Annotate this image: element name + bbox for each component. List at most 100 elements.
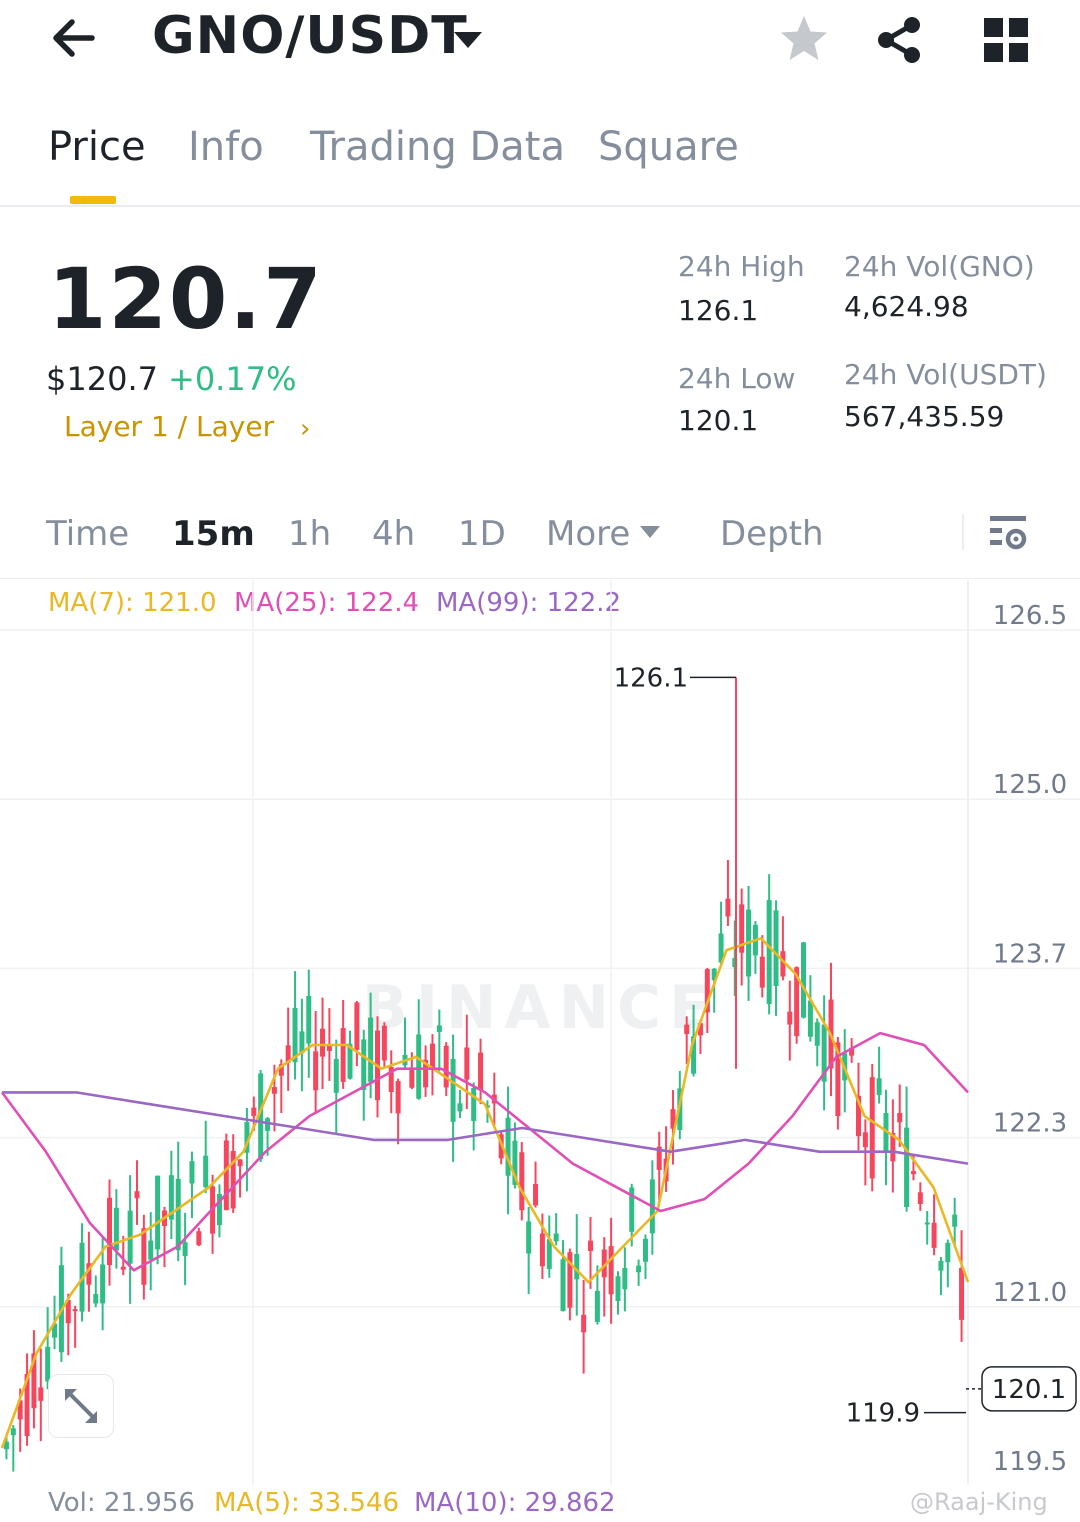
candle-body <box>436 1025 442 1032</box>
candle-body <box>670 1109 676 1129</box>
grid-icon[interactable] <box>980 14 1032 66</box>
price-markers: 126.1 119.9 120.1 <box>614 663 1077 1429</box>
candle-body <box>457 1103 463 1112</box>
caret-down-icon[interactable] <box>638 524 662 540</box>
candle-body <box>904 1127 910 1208</box>
candle-body <box>539 1233 545 1267</box>
candle-body <box>299 1031 305 1054</box>
y-tick-label: 126.5 <box>993 601 1067 631</box>
tab-trading-data[interactable]: Trading Data <box>310 124 565 170</box>
candle-body <box>52 1323 58 1338</box>
expand-icon <box>65 1389 97 1423</box>
candle-body <box>533 1184 539 1206</box>
candle-body <box>148 1240 154 1260</box>
tab-depth[interactable]: Depth <box>720 514 824 554</box>
interval-more[interactable]: More <box>546 514 631 554</box>
interval-1h[interactable]: 1h <box>288 514 332 554</box>
star-icon[interactable] <box>776 12 832 68</box>
candle-body <box>340 1028 346 1082</box>
candle-body <box>608 1246 614 1295</box>
candle-body <box>938 1260 944 1271</box>
candle-body <box>38 1387 44 1401</box>
candle-body <box>45 1346 51 1382</box>
candle-body <box>917 1192 923 1205</box>
high-marker-label: 126.1 <box>614 663 688 693</box>
candle-body <box>821 1024 827 1082</box>
candle-body <box>251 1107 257 1116</box>
candle-body <box>24 1374 30 1437</box>
ma25-legend: MA(25): 122.4 <box>234 588 420 618</box>
candle-body <box>553 1233 559 1242</box>
vol-quote-value: 567,435.59 <box>844 400 1005 433</box>
candle-body <box>471 1088 477 1121</box>
candle-body <box>203 1155 209 1188</box>
candle-body <box>17 1400 23 1420</box>
chevron-right-icon[interactable]: › <box>300 414 311 444</box>
candle-body <box>546 1239 552 1269</box>
caret-down-icon[interactable] <box>448 20 488 60</box>
candle-body <box>684 1024 690 1034</box>
last-price: 120.7 <box>48 250 324 348</box>
candle-body <box>636 1265 642 1273</box>
low-label: 24h Low <box>678 362 796 395</box>
high-value: 126.1 <box>678 294 759 327</box>
interval-1d[interactable]: 1D <box>458 514 506 554</box>
candle-body <box>849 1047 855 1056</box>
candle-body <box>120 1266 126 1270</box>
ma7-legend: MA(7): 121.0 <box>48 588 217 618</box>
candle-body <box>656 1146 662 1170</box>
candle-body <box>429 1043 435 1070</box>
candle-body <box>464 1047 470 1080</box>
top-bar: GNO/USDT <box>0 0 1080 80</box>
user-watermark: @Raaj-King <box>910 1488 1048 1516</box>
candlestick-chart[interactable]: BINANCE 126.5 125.0 123.7 122.3 121.0 119.5 1… <box>0 580 1080 1485</box>
candle-body <box>175 1178 181 1251</box>
candle-body <box>450 1058 456 1122</box>
interval-time[interactable]: Time <box>46 514 130 554</box>
volume-legend: Vol: 21.956 <box>48 1488 195 1518</box>
candle-body <box>766 900 772 1005</box>
candle-body <box>615 1276 621 1302</box>
brand-watermark: BINANCE <box>362 973 718 1043</box>
pair-title[interactable]: GNO/USDT <box>152 6 468 66</box>
candles <box>3 860 965 1472</box>
chart-grid <box>0 580 1080 1485</box>
candle-body <box>443 1045 449 1088</box>
ma-line-1 <box>0 1031 969 1272</box>
candle-body <box>787 1011 793 1025</box>
category-link[interactable]: Layer 1 / Layer <box>64 410 275 443</box>
candle-body <box>526 1221 532 1254</box>
interval-divider <box>962 514 964 550</box>
y-tick-label: 119.5 <box>993 1447 1067 1477</box>
price-axis: 126.5 125.0 123.7 122.3 121.0 119.5 <box>993 601 1067 1477</box>
chart-settings-icon[interactable] <box>986 512 1030 556</box>
candle-body <box>594 1290 600 1322</box>
back-arrow-icon[interactable] <box>44 10 104 66</box>
candle-body <box>924 1222 930 1225</box>
price-change-percent: +0.17% <box>168 360 297 398</box>
y-tick-label: 122.3 <box>993 1109 1067 1139</box>
expand-chart-button[interactable] <box>48 1374 114 1438</box>
y-tick-label: 125.0 <box>993 770 1067 800</box>
tab-info[interactable]: Info <box>188 124 264 170</box>
candle-body <box>361 1039 367 1090</box>
candle-body <box>354 1002 360 1050</box>
candle-body <box>333 1058 339 1093</box>
interval-15m[interactable]: 15m <box>172 514 255 554</box>
candle-body <box>794 967 800 1037</box>
share-icon[interactable] <box>872 12 928 68</box>
candle-body <box>381 1025 387 1061</box>
candle-body <box>278 1064 284 1076</box>
candle-body <box>642 1238 648 1262</box>
candle-body <box>141 1228 147 1285</box>
interval-4h[interactable]: 4h <box>372 514 416 554</box>
tab-square[interactable]: Square <box>598 124 739 170</box>
current-price-box <box>981 1366 1077 1412</box>
tab-price[interactable]: Price <box>48 124 146 170</box>
candle-body <box>65 1300 71 1324</box>
current-price-label: 120.1 <box>992 1375 1066 1405</box>
candle-body <box>718 933 724 963</box>
active-tab-indicator <box>70 196 116 204</box>
tabs-divider <box>0 205 1080 207</box>
volume-ma5-legend: MA(5): 33.546 <box>214 1488 400 1518</box>
